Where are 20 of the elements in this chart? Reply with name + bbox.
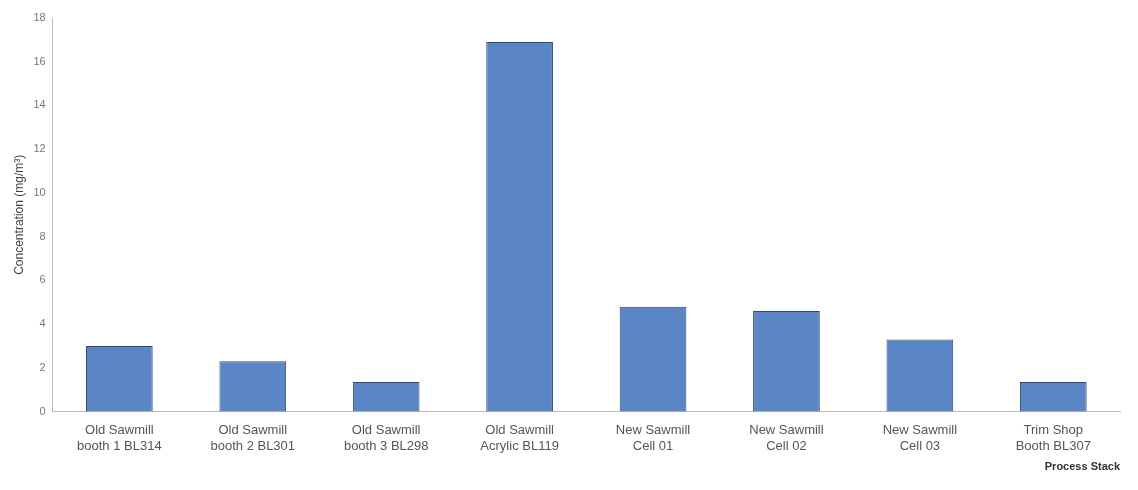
- y-tick-label: 16: [33, 54, 46, 67]
- y-tick-label: 0: [39, 404, 46, 417]
- x-tick-label: Trim Shop Booth BL307: [1015, 421, 1091, 453]
- y-tick-label: 2: [39, 360, 46, 373]
- x-tick-label: Old Sawmill booth 3 BL298: [343, 421, 429, 453]
- x-tick-label: Old Sawmill Acrylic BL119: [480, 421, 559, 453]
- y-axis-title: Concentration (mg/m³): [11, 154, 26, 275]
- y-tick-label: 4: [39, 317, 46, 330]
- x-tick-label: New Sawmill Cell 01: [615, 421, 691, 453]
- y-tick-label: 10: [33, 185, 46, 198]
- y-tick-label: 12: [33, 142, 46, 155]
- x-axis-title: Process Stack: [1044, 460, 1121, 473]
- y-tick-label: 14: [33, 98, 46, 111]
- y-tick-label: 8: [39, 229, 46, 242]
- x-tick-label: New Sawmill Cell 02: [749, 421, 824, 453]
- y-tick-label: 18: [33, 11, 46, 24]
- x-tick-label: Old Sawmill booth 2 BL301: [210, 421, 296, 453]
- x-tick-label: New Sawmill Cell 03: [882, 421, 958, 453]
- x-tick-label: Old Sawmill booth 1 BL314: [77, 421, 162, 453]
- y-tick-label: 6: [39, 273, 46, 286]
